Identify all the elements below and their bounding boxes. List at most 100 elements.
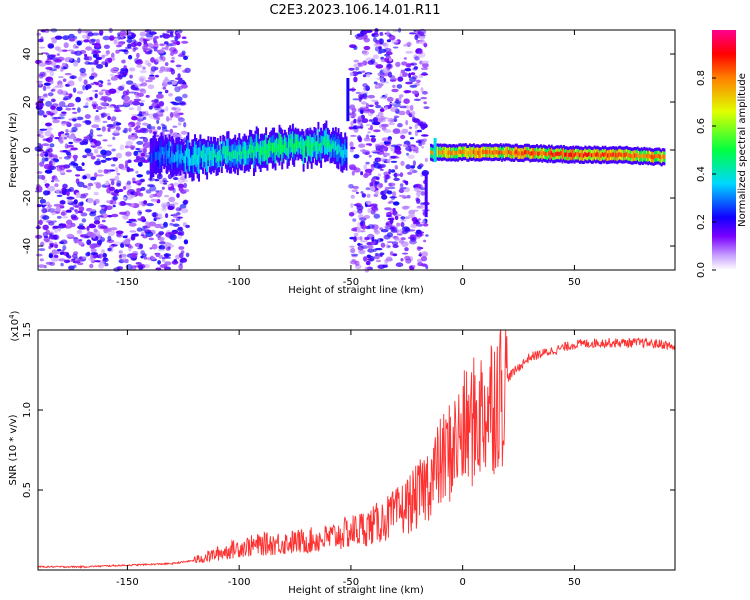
noise-speckle [360,171,364,176]
signal-core [297,140,300,149]
noise-speckle [135,187,141,192]
noise-speckle [388,182,396,187]
noise-speckle [134,57,140,64]
noise-speckle [112,193,120,196]
signal-core [294,139,297,149]
signal-core [202,152,205,161]
noise-speckle [107,127,111,132]
signal-core [454,151,457,156]
signal-core [183,155,186,164]
signal-core [574,152,577,157]
noise-speckle [66,233,74,238]
signal-core [570,152,573,157]
noise-speckle [402,179,407,183]
signal-core [326,140,329,149]
signal-core [628,153,631,158]
noise-speckle [96,134,103,137]
noise-speckle [122,235,128,239]
noise-speckle [104,181,110,186]
noise-speckle [377,51,382,54]
noise-speckle [103,44,110,49]
noise-speckle [400,219,407,222]
noise-speckle [409,168,415,174]
noise-speckle [57,76,64,79]
signal-core [518,151,521,156]
noise-speckle [113,36,118,39]
noise-speckle [68,265,75,271]
signal-core [190,157,192,166]
noise-speckle [381,137,390,142]
noise-speckle [172,125,178,128]
noise-speckle [178,263,183,270]
snr-multiplier: (x104) [8,310,21,341]
noise-speckle [107,57,113,63]
noise-speckle [395,98,400,102]
noise-speckle [79,256,83,260]
signal-core [223,146,226,154]
noise-speckle [91,124,100,128]
noise-speckle [136,140,144,145]
noise-speckle [80,212,88,217]
noise-speckle [366,193,371,198]
noise-speckle [157,249,166,252]
noise-speckle [63,42,69,49]
noise-speckle [358,246,362,250]
noise-speckle [406,109,411,116]
noise-speckle [62,183,68,189]
noise-speckle [384,225,391,230]
noise-speckle [175,207,182,212]
noise-speckle [121,84,126,87]
noise-speckle [397,123,403,128]
noise-speckle [55,46,60,51]
noise-speckle [94,216,101,222]
noise-speckle [175,218,181,222]
multiplier-close: ) [10,310,21,314]
noise-speckle [107,230,116,237]
noise-speckle [392,191,397,197]
x-tick-label: 50 [568,577,581,588]
noise-speckle [57,89,64,95]
signal-core [600,153,603,158]
noise-speckle [62,245,67,251]
noise-speckle [55,191,60,194]
noise-speckle [87,62,95,65]
noise-speckle [178,101,186,105]
noise-speckle [402,72,409,77]
noise-speckle [373,43,382,47]
noise-speckle [48,44,54,49]
noise-speckle [65,209,72,213]
signal-core [173,154,176,163]
noise-speckle [111,52,115,59]
noise-speckle [150,46,158,49]
signal-core [603,152,605,158]
signal-core [550,151,553,156]
noise-speckle [386,241,394,244]
noise-speckle [185,224,190,229]
signal-core [312,143,314,151]
noise-speckle [177,117,185,123]
noise-speckle [392,46,399,49]
noise-speckle [365,85,370,92]
noise-speckle [92,53,98,58]
signal-core [511,150,514,155]
noise-speckle [357,71,363,75]
noise-speckle [132,177,136,182]
noise-speckle [76,40,82,46]
signal-core [505,149,508,154]
noise-speckle [45,122,52,127]
noise-speckle [113,241,122,246]
noise-speckle [133,265,141,268]
noise-speckle [182,69,188,73]
noise-speckle [415,149,419,154]
noise-speckle [71,130,76,133]
signal-core [206,154,209,165]
noise-speckle [40,152,45,158]
noise-speckle [390,229,398,233]
noise-speckle [83,173,92,176]
noise-speckle [163,194,170,198]
signal-core [266,150,269,159]
noise-speckle [161,47,167,50]
noise-speckle [119,211,127,215]
noise-speckle [398,188,405,193]
noise-speckle [390,160,398,163]
